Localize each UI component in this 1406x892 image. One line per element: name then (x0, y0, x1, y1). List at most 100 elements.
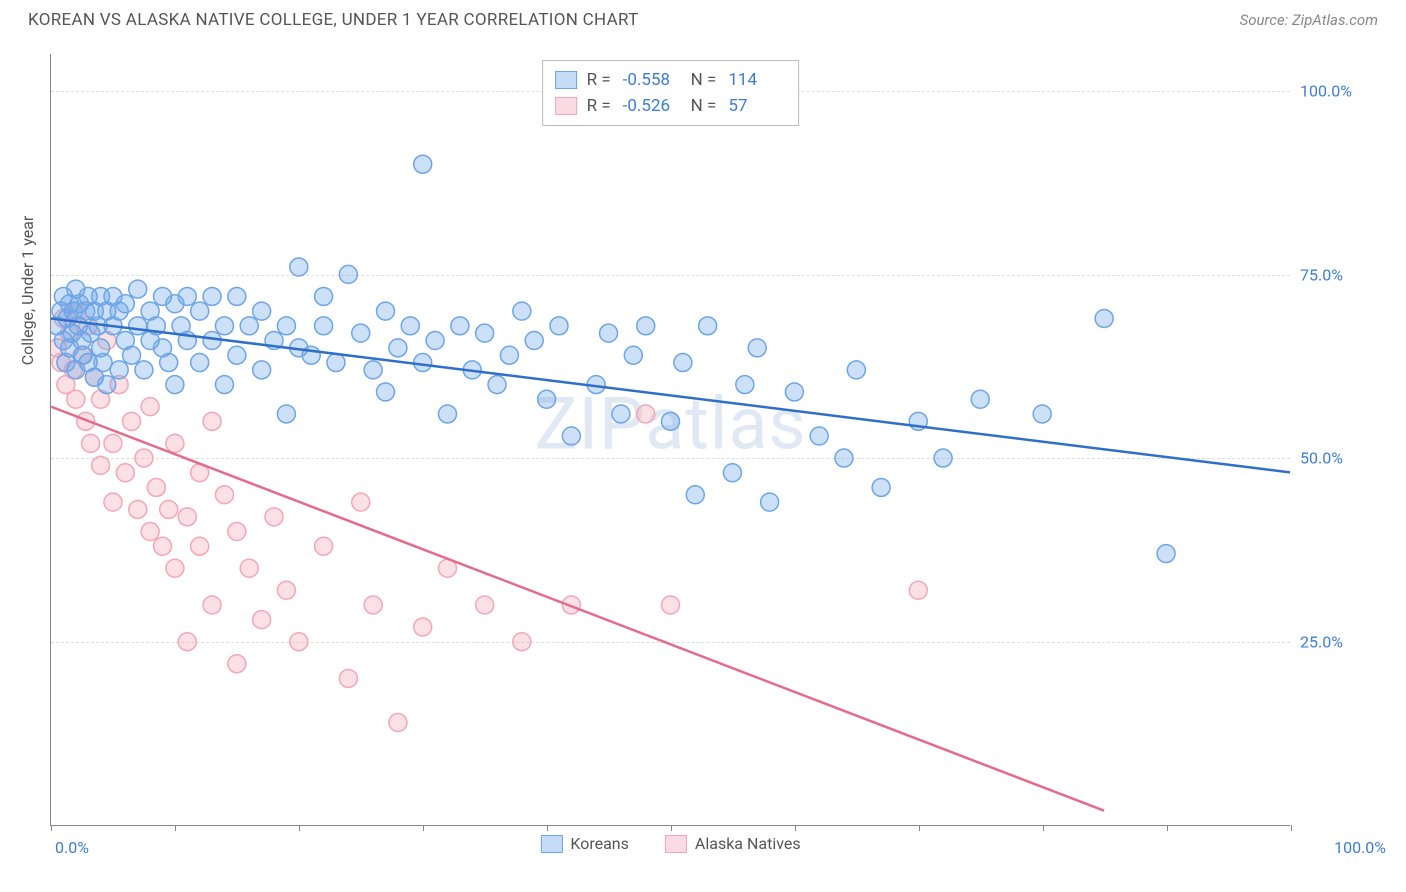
x-tick (795, 825, 796, 831)
data-point-alaska (135, 449, 153, 467)
data-point-korean (352, 324, 370, 342)
data-point-korean (538, 390, 556, 408)
data-point-alaska (215, 486, 233, 504)
x-tick (1291, 825, 1292, 831)
data-point-korean (228, 287, 246, 305)
data-point-korean (1033, 405, 1051, 423)
data-point-alaska (513, 633, 531, 651)
data-point-korean (699, 317, 717, 335)
data-point-korean (166, 376, 184, 394)
data-point-alaska (476, 596, 494, 614)
data-point-alaska (129, 500, 147, 518)
data-point-korean (810, 427, 828, 445)
data-point-alaska (240, 559, 258, 577)
data-point-alaska (178, 633, 196, 651)
data-point-korean (550, 317, 568, 335)
n-label: N = (691, 93, 717, 119)
legend-row-alaska: R = -0.526 N = 57 (555, 93, 787, 119)
y-tick-label: 50.0% (1300, 449, 1390, 468)
data-point-korean (339, 265, 357, 283)
x-tick (919, 825, 920, 831)
data-point-korean (116, 295, 134, 313)
data-point-alaska (277, 581, 295, 599)
data-point-korean (661, 412, 679, 430)
y-tick-label: 100.0% (1300, 81, 1390, 100)
data-point-korean (290, 258, 308, 276)
data-point-alaska (160, 500, 178, 518)
data-point-korean (401, 317, 419, 335)
data-point-korean (525, 332, 543, 350)
swatch-korean-bottom (540, 835, 562, 853)
data-point-korean (191, 354, 209, 372)
data-point-alaska (909, 581, 927, 599)
chart-svg (51, 54, 1290, 825)
r-value-alaska: -0.526 (623, 93, 681, 119)
data-point-alaska (315, 537, 333, 555)
data-point-alaska (661, 596, 679, 614)
r-value-korean: -0.558 (623, 67, 681, 93)
data-point-korean (315, 317, 333, 335)
y-tick-label: 25.0% (1300, 633, 1390, 652)
legend-label-alaska: Alaska Natives (695, 834, 801, 853)
data-point-korean (327, 354, 345, 372)
data-point-korean (215, 376, 233, 394)
data-point-korean (110, 361, 128, 379)
data-point-alaska (265, 508, 283, 526)
legend-item-korean: Koreans (540, 834, 629, 853)
x-tick (299, 825, 300, 831)
x-tick (1167, 825, 1168, 831)
data-point-alaska (141, 398, 159, 416)
data-point-korean (451, 317, 469, 335)
x-tick (547, 825, 548, 831)
data-point-korean (277, 317, 295, 335)
y-tick-label: 75.0% (1300, 265, 1390, 284)
data-point-korean (191, 302, 209, 320)
x-axis-min-label: 0.0% (55, 838, 89, 857)
data-point-alaska (141, 523, 159, 541)
data-point-korean (761, 493, 779, 511)
data-point-korean (277, 405, 295, 423)
x-tick (423, 825, 424, 831)
data-point-alaska (414, 618, 432, 636)
x-axis-max-label: 100.0% (1334, 838, 1386, 857)
data-point-korean (377, 383, 395, 401)
data-point-alaska (352, 493, 370, 511)
data-point-korean (488, 376, 506, 394)
data-point-korean (971, 390, 989, 408)
swatch-alaska-bottom (665, 835, 687, 853)
chart-title: KOREAN VS ALASKA NATIVE COLLEGE, UNDER 1… (28, 10, 639, 30)
data-point-korean (94, 354, 112, 372)
data-point-alaska (166, 559, 184, 577)
data-point-korean (377, 302, 395, 320)
x-tick (175, 825, 176, 831)
x-tick (1043, 825, 1044, 831)
data-point-korean (612, 405, 630, 423)
data-point-alaska (228, 655, 246, 673)
source-attribution: Source: ZipAtlas.com (1240, 11, 1378, 29)
data-point-alaska (82, 434, 100, 452)
data-point-korean (414, 354, 432, 372)
swatch-alaska (555, 97, 577, 115)
data-point-korean (476, 324, 494, 342)
correlation-legend: R = -0.558 N = 114 R = -0.526 N = 57 (542, 60, 800, 126)
data-point-korean (98, 376, 116, 394)
chart-plot-area: ZIPatlas R = -0.558 N = 114 R = -0.526 N… (50, 54, 1290, 826)
swatch-korean (555, 71, 577, 89)
series-legend: Koreans Alaska Natives (540, 834, 800, 853)
data-point-korean (872, 478, 890, 496)
data-point-korean (562, 427, 580, 445)
data-point-korean (389, 339, 407, 357)
trend-line-korean (51, 318, 1290, 480)
data-point-alaska (228, 523, 246, 541)
r-label: R = (587, 93, 611, 119)
data-point-korean (129, 280, 147, 298)
data-point-korean (1157, 545, 1175, 563)
legend-item-alaska: Alaska Natives (665, 834, 801, 853)
data-point-alaska (364, 596, 382, 614)
data-point-alaska (154, 537, 172, 555)
x-tick (671, 825, 672, 831)
data-point-korean (500, 346, 518, 364)
data-point-korean (228, 346, 246, 364)
data-point-alaska (166, 434, 184, 452)
data-point-alaska (123, 412, 141, 430)
